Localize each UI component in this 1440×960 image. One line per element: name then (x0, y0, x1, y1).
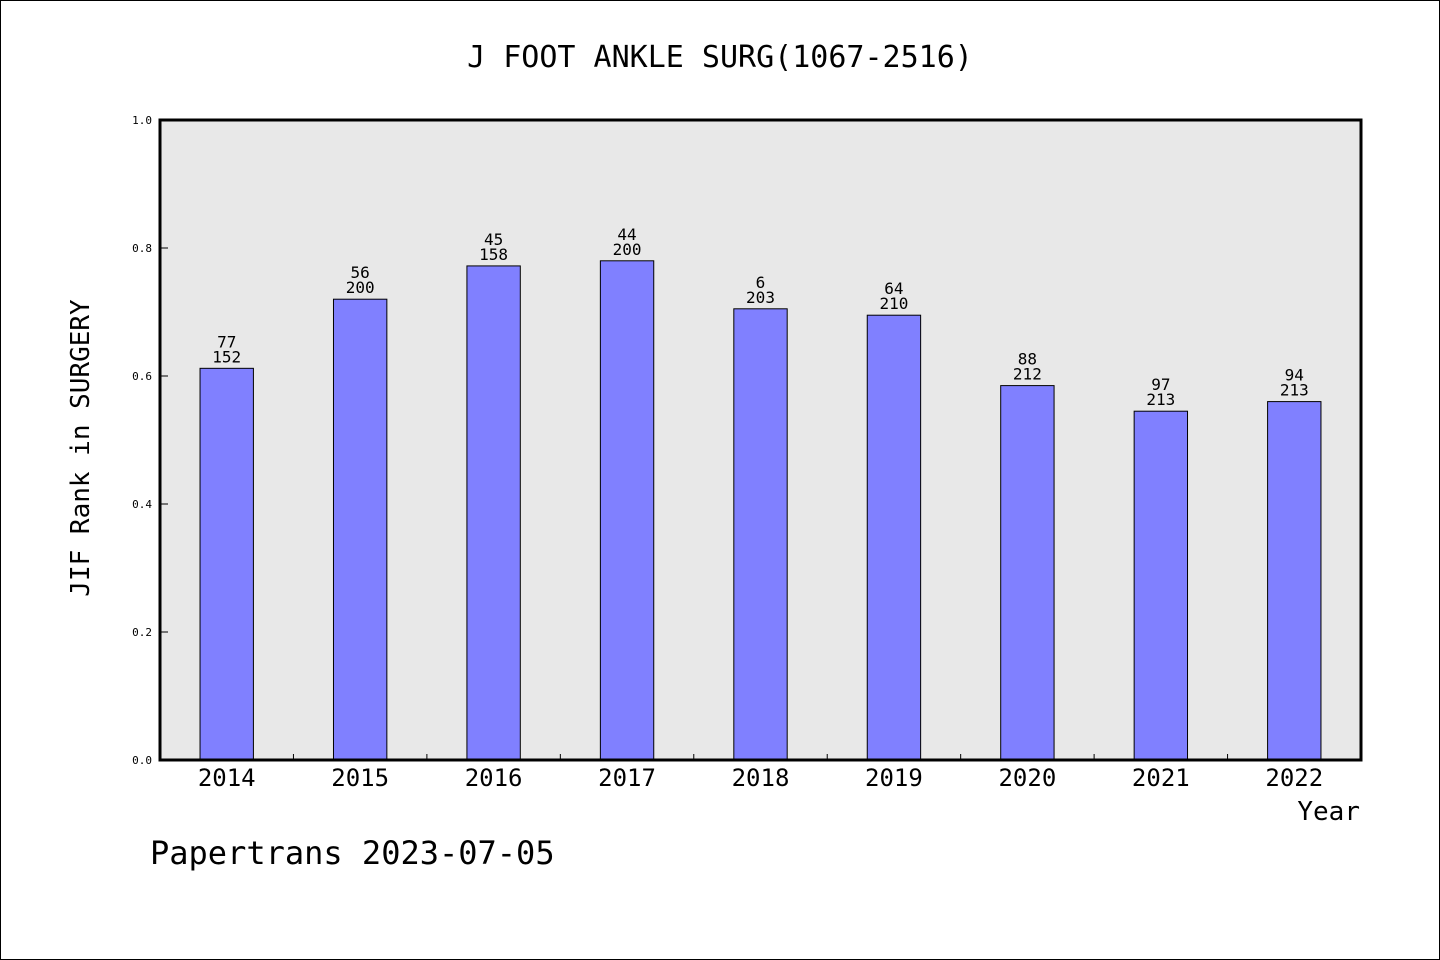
bar-total-label: 200 (346, 278, 375, 297)
y-tick-label: 0.6 (132, 370, 152, 383)
bar-total-label: 203 (746, 288, 775, 307)
watermark-text: Papertrans 2023-07-05 (150, 834, 555, 872)
bar-total-label: 152 (212, 347, 241, 366)
y-axis-label: JIF Rank in SURGERY (66, 299, 96, 597)
bar-total-label: 213 (1146, 390, 1175, 409)
bar (599, 260, 655, 761)
y-tick-label: 0.0 (132, 754, 152, 767)
bar (866, 314, 922, 761)
x-tick-label: 2022 (1265, 764, 1323, 792)
bar-rank-label: 88 (1018, 350, 1037, 369)
bar (1267, 401, 1322, 761)
bar-rank-label: 94 (1285, 366, 1304, 385)
x-tick-label: 2019 (865, 764, 923, 792)
bar-total-label: 200 (613, 240, 642, 259)
y-axis: 0.0 0.2 0.4 0.6 0.8 1.0 (132, 114, 168, 767)
x-tick-label: 2018 (732, 764, 790, 792)
y-tick-label: 1.0 (132, 114, 152, 127)
bar (199, 367, 254, 761)
y-tick-label: 0.8 (132, 242, 152, 255)
chart-title: J FOOT ANKLE SURG(1067-2516) (467, 40, 973, 75)
y-tick-label: 0.4 (132, 498, 152, 511)
bar-rank-label: 97 (1151, 375, 1170, 394)
bar (1133, 410, 1189, 761)
bar-rank-label: 56 (351, 263, 370, 282)
x-axis: 2014 2015 2016 2017 2018 2019 2020 2021 2022 (198, 754, 1323, 792)
x-tick-label: 2015 (331, 764, 389, 792)
bar-rank-label: 77 (217, 332, 236, 351)
x-tick-label: 2020 (998, 764, 1056, 792)
bar-rank-label: 6 (756, 273, 766, 292)
bar-total-label: 210 (879, 294, 908, 313)
bar (1000, 385, 1055, 761)
x-axis-label: Year (1297, 797, 1360, 827)
bar-rank-label: 64 (884, 279, 903, 298)
bar-rank-label: 44 (617, 225, 636, 244)
bar-total-label: 212 (1013, 365, 1042, 384)
bar (332, 298, 388, 761)
x-tick-label: 2017 (598, 764, 656, 792)
plot-border (158, 118, 1363, 762)
x-tick-label: 2021 (1132, 764, 1190, 792)
bar (733, 308, 788, 761)
bar-total-label: 158 (479, 245, 508, 264)
y-tick-label: 0.2 (132, 626, 152, 639)
x-tick-label: 2016 (465, 764, 523, 792)
bar-rank-label: 45 (484, 230, 503, 249)
bar (466, 265, 521, 761)
bar-total-label: 213 (1280, 381, 1309, 400)
x-tick-label: 2014 (198, 764, 256, 792)
